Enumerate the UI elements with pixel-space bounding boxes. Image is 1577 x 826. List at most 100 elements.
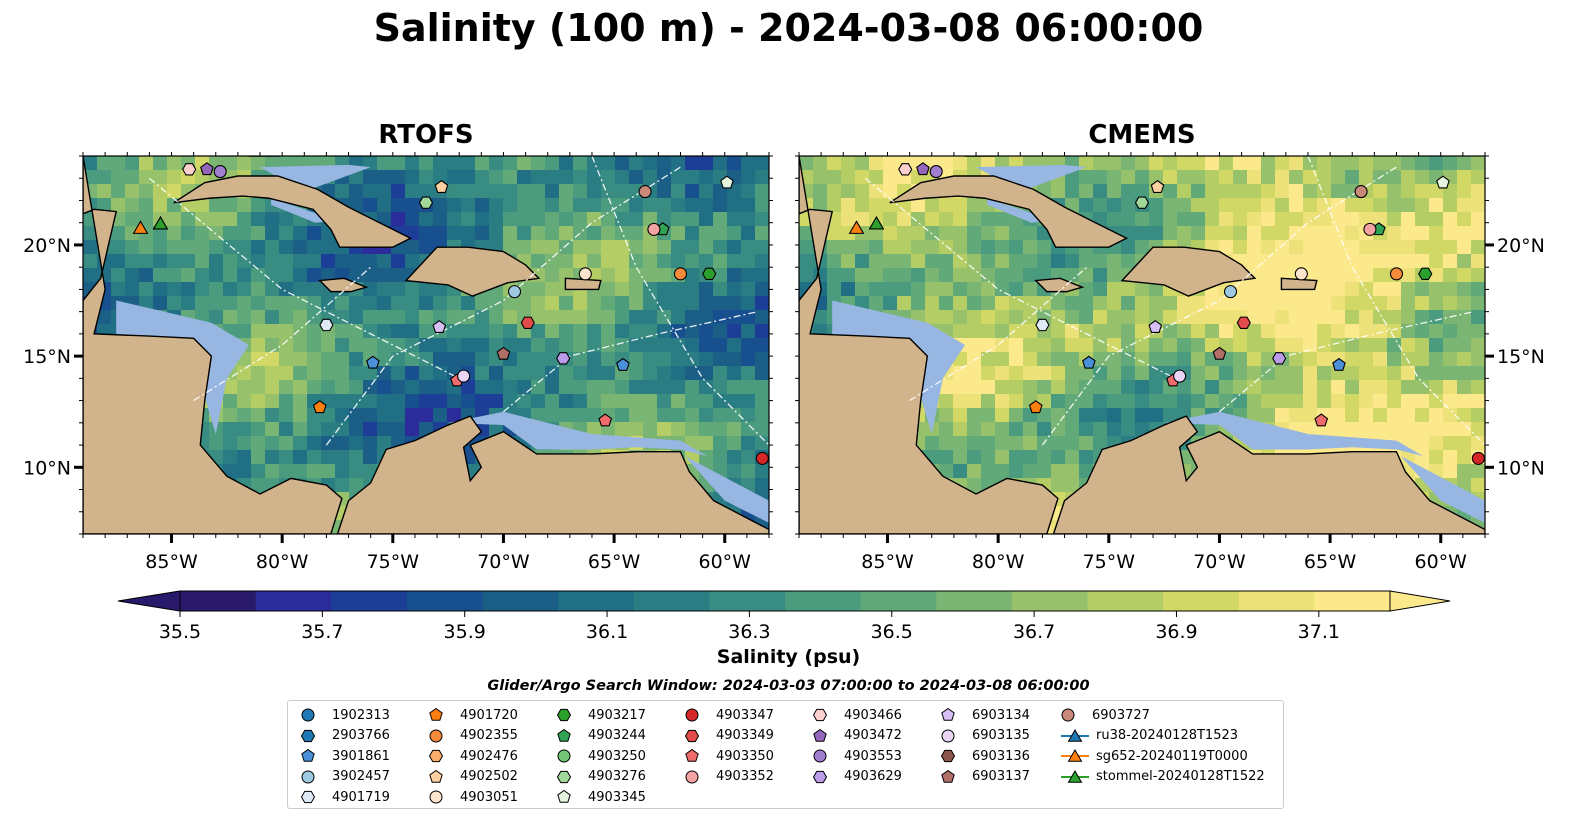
legend-item: 4903472 — [812, 726, 902, 746]
legend-label: 3902457 — [332, 769, 390, 784]
legend-label: 6903727 — [1092, 707, 1150, 723]
shelf-area — [1400, 456, 1485, 523]
legend-marker-icon — [1061, 728, 1089, 742]
legend-label: 4903629 — [844, 769, 902, 784]
obs-marker-4903217 — [1418, 267, 1433, 281]
legend-label: 4903217 — [588, 707, 646, 723]
legend-label: 4902476 — [460, 748, 518, 764]
search-window-label: Glider/Argo Search Window: 2024-03-03 07… — [487, 678, 1090, 694]
eez-boundary — [909, 266, 1088, 402]
obs-marker-4903472 — [916, 162, 930, 176]
colorbar-segment — [1163, 591, 1240, 611]
legend-marker-icon — [428, 749, 444, 763]
legend-item: 4903250 — [556, 746, 646, 766]
eez-boundary — [1307, 156, 1485, 446]
obs-marker-sg652-20240119T0000 — [848, 220, 865, 234]
eez-boundary — [864, 177, 1176, 379]
obs-marker-3901861 — [616, 357, 630, 371]
land-mass — [336, 415, 769, 534]
shelf-area — [116, 300, 249, 434]
legend-label: stommel-20240128T1522 — [1096, 769, 1265, 784]
lon-tick-label: 85°W — [861, 551, 914, 573]
legend-marker-icon — [429, 790, 443, 804]
map-frame — [82, 155, 770, 535]
obs-marker-4901719 — [1035, 318, 1050, 332]
legend-marker-icon — [557, 728, 571, 742]
obs-marker-4903466 — [182, 163, 197, 176]
obs-marker-sg652-20240119T0000 — [132, 220, 149, 234]
obs-marker-4903276 — [418, 196, 434, 209]
map-frame — [798, 155, 1486, 535]
legend-label: 4903349 — [716, 728, 774, 743]
colorbar-tick-label: 36.1 — [586, 621, 628, 643]
obs-marker-4903629 — [556, 352, 571, 365]
lon-tick-label: 75°W — [367, 551, 420, 573]
legend-item: 4901719 — [300, 787, 390, 807]
legend-marker-icon — [1061, 748, 1089, 762]
legend-marker-icon — [429, 769, 443, 783]
legend-item: 4903349 — [684, 726, 774, 746]
legend-marker-icon — [685, 770, 699, 783]
obs-marker-4903051 — [1294, 267, 1308, 281]
panel-title-cmems: CMEMS — [1088, 120, 1196, 150]
eez-boundary — [591, 156, 769, 446]
legend-marker-icon — [685, 708, 699, 722]
lat-tick-label: 20°N — [23, 235, 71, 257]
legend-marker-icon — [940, 749, 956, 763]
shelf-area — [260, 164, 371, 192]
legend-label: 4903352 — [716, 769, 774, 784]
legend-label: 1902313 — [332, 707, 390, 723]
colorbar-segment — [860, 591, 937, 611]
obs-marker-3901861 — [366, 355, 380, 369]
lat-tick-label: 20°N — [1497, 235, 1545, 257]
legend-marker-icon — [556, 708, 572, 722]
legend-item: 6903135 — [940, 726, 1030, 746]
legend-item: 2903766 — [300, 726, 390, 746]
land-mass — [1120, 246, 1257, 297]
legend-item: 4903276 — [556, 767, 646, 787]
obs-marker-4903345 — [1436, 175, 1450, 189]
colorbar: 35.5 35.7 35.9 36.1 36.3 36.5 36.7 36.9 37.1 — [117, 590, 1451, 643]
colorbar-tick-label: 36.9 — [1155, 621, 1197, 643]
lon-tick-label: 65°W — [1304, 551, 1357, 573]
lon-tick-label: 70°W — [1193, 551, 1246, 573]
legend-label: 4902355 — [460, 728, 518, 743]
obs-marker-4902502 — [434, 179, 449, 193]
legend-label: sg652-20240119T0000 — [1096, 748, 1248, 764]
obs-marker-6903134 — [432, 320, 447, 334]
legend-marker-icon — [301, 748, 315, 762]
legend-label: 4903347 — [716, 707, 774, 723]
colorbar-segment — [633, 591, 710, 611]
legend-item: 3901861 — [300, 746, 390, 766]
obs-marker-4903347 — [1471, 451, 1485, 465]
legend-label: 4903553 — [844, 748, 902, 764]
legend-label: 4901720 — [460, 707, 518, 723]
legend-item: 4901720 — [428, 705, 518, 725]
land-mass — [889, 175, 1129, 248]
legend-label: 4903350 — [716, 748, 774, 764]
legend-item: 4903217 — [556, 705, 646, 725]
lon-tick-label: 75°W — [1083, 551, 1136, 573]
obs-marker-4903276 — [1134, 196, 1150, 209]
obs-marker-4903051 — [578, 267, 592, 281]
legend-label: 4903466 — [844, 707, 902, 723]
obs-marker-4903472 — [200, 162, 214, 176]
legend-marker-icon — [556, 770, 572, 783]
legend-item: 4903347 — [684, 705, 774, 725]
legend-marker-icon — [557, 789, 571, 803]
colorbar-tick-label: 35.9 — [444, 621, 486, 643]
colorbar-tick-label: 35.5 — [159, 621, 201, 643]
legend-marker-icon — [1061, 769, 1089, 783]
legend-marker-icon — [685, 748, 699, 762]
legend-marker-icon — [301, 770, 315, 783]
legend-marker-icon — [1061, 708, 1075, 722]
lat-tick-label: 15°N — [1497, 346, 1545, 368]
obs-marker-4903553 — [213, 165, 227, 179]
legend-marker-icon — [557, 749, 571, 763]
colorbar-segment — [180, 591, 257, 611]
legend-marker-icon — [429, 729, 443, 742]
legend-item: 4903051 — [428, 787, 518, 807]
obs-marker-4903629 — [1272, 352, 1287, 365]
legend-marker-icon — [812, 770, 828, 783]
